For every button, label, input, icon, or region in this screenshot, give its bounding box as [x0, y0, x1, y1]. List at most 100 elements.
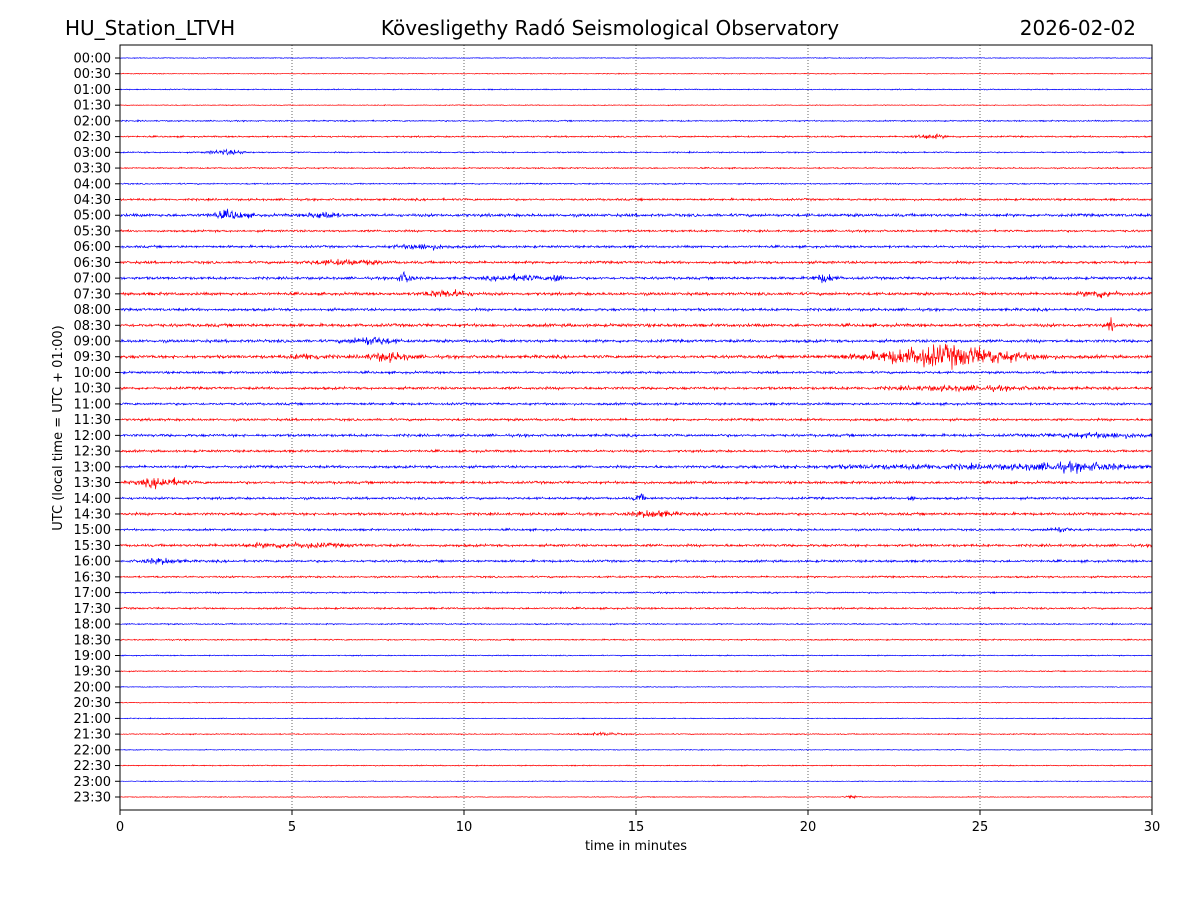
- trace-2100: [119, 717, 1152, 720]
- y-tick-label: 15:00: [74, 523, 111, 538]
- chart-title: Kövesligethy Radó Seismological Observat…: [381, 16, 839, 40]
- y-tick-label: 09:00: [74, 335, 111, 350]
- trace-1330: [119, 477, 1153, 490]
- y-tick-label: 02:00: [74, 114, 111, 129]
- trace-0530: [119, 228, 1153, 234]
- trace-0600: [119, 243, 1153, 251]
- trace-1600: [119, 557, 1153, 566]
- y-tick-label: 15:30: [74, 539, 111, 554]
- x-tick-label: 0: [116, 820, 124, 835]
- y-axis-label: UTC (local time = UTC + 01:00): [51, 325, 66, 530]
- y-tick-label: 20:30: [74, 696, 111, 711]
- y-tick-label: 13:30: [74, 476, 111, 491]
- trace-1800: [119, 622, 1153, 626]
- y-tick-label: 06:30: [74, 256, 111, 271]
- y-tick-label: 13:00: [74, 460, 111, 475]
- y-tick-label: 05:30: [74, 224, 111, 239]
- y-tick-label: 06:00: [74, 240, 111, 255]
- y-tick-label: 16:30: [74, 570, 111, 585]
- y-tick-label: 14:00: [74, 492, 111, 507]
- x-tick-label: 5: [288, 820, 296, 835]
- trace-1130: [119, 417, 1153, 423]
- x-axis-label: time in minutes: [585, 839, 687, 854]
- date-title: 2026-02-02: [1020, 16, 1136, 40]
- trace-0900: [119, 336, 1153, 346]
- y-tick-label: 18:30: [74, 633, 111, 648]
- y-tick-label: 11:30: [74, 413, 111, 428]
- trace-1100: [119, 401, 1153, 407]
- trace-1730: [119, 606, 1153, 611]
- x-tick-label: 20: [800, 820, 817, 835]
- y-tick-label: 02:30: [74, 130, 111, 145]
- trace-2030: [119, 701, 1152, 704]
- y-tick-label: 19:00: [74, 649, 111, 664]
- y-tick-label: 12:30: [74, 445, 111, 460]
- y-tick-label: 07:00: [74, 272, 111, 287]
- x-tick-label: 10: [456, 820, 473, 835]
- trace-0200: [119, 118, 1153, 123]
- y-tick-label: 21:30: [74, 728, 111, 743]
- y-tick-label: 00:00: [74, 52, 111, 67]
- y-tick-label: 23:00: [74, 775, 111, 790]
- trace-1300: [119, 460, 1152, 474]
- trace-0000: [119, 56, 1153, 60]
- trace-1530: [119, 541, 1153, 549]
- y-tick-label: 00:30: [74, 67, 111, 82]
- trace-1630: [119, 574, 1153, 580]
- trace-1430: [119, 509, 1153, 518]
- trace-0730: [119, 289, 1153, 299]
- trace-0700: [119, 270, 1153, 284]
- y-tick-label: 22:30: [74, 759, 111, 774]
- trace-0400: [119, 182, 1153, 186]
- trace-1030: [119, 384, 1153, 393]
- trace-0130: [119, 104, 1153, 107]
- y-tick-label: 10:30: [74, 382, 111, 397]
- y-tick-label: 10:00: [74, 366, 111, 381]
- y-tick-label: 17:30: [74, 602, 111, 617]
- trace-1400: [119, 492, 1153, 502]
- y-tick-label: 19:30: [74, 665, 111, 680]
- trace-2300: [119, 780, 1153, 783]
- y-tick-label: 23:30: [74, 791, 111, 806]
- trace-0800: [119, 306, 1152, 313]
- y-tick-label: 14:30: [74, 507, 111, 522]
- y-tick-label: 08:30: [74, 319, 111, 334]
- trace-0500: [119, 208, 1153, 220]
- trace-0100: [119, 88, 1153, 91]
- x-tick-label: 30: [1144, 820, 1161, 835]
- y-tick-label: 07:30: [74, 287, 111, 302]
- x-tick-label: 15: [628, 820, 645, 835]
- y-tick-label: 03:30: [74, 162, 111, 177]
- y-tick-label: 08:00: [74, 303, 111, 318]
- trace-1230: [119, 448, 1153, 454]
- y-tick-label: 17:00: [74, 586, 111, 601]
- trace-1700: [119, 590, 1153, 595]
- y-tick-label: 09:30: [74, 350, 111, 365]
- trace-0930: [119, 343, 1153, 370]
- y-tick-label: 04:00: [74, 177, 111, 192]
- y-tick-label: 01:30: [74, 99, 111, 114]
- y-tick-label: 04:30: [74, 193, 111, 208]
- trace-2130: [119, 731, 1153, 737]
- trace-0630: [119, 258, 1152, 266]
- y-tick-label: 18:00: [74, 618, 111, 633]
- trace-2000: [119, 685, 1152, 689]
- trace-0830: [119, 317, 1153, 332]
- trace-0300: [119, 148, 1153, 156]
- y-tick-label: 05:00: [74, 209, 111, 224]
- y-tick-label: 22:00: [74, 743, 111, 758]
- trace-0330: [119, 166, 1153, 170]
- trace-1900: [119, 654, 1152, 657]
- trace-1830: [119, 638, 1153, 642]
- y-tick-label: 03:00: [74, 146, 111, 161]
- trace-0430: [119, 196, 1153, 202]
- trace-1500: [119, 526, 1153, 533]
- trace-0030: [119, 72, 1153, 75]
- trace-2200: [119, 748, 1152, 751]
- trace-2330: [119, 794, 1153, 800]
- x-tick-label: 25: [972, 820, 989, 835]
- station-title: HU_Station_LTVH: [65, 16, 235, 40]
- trace-1930: [119, 669, 1153, 673]
